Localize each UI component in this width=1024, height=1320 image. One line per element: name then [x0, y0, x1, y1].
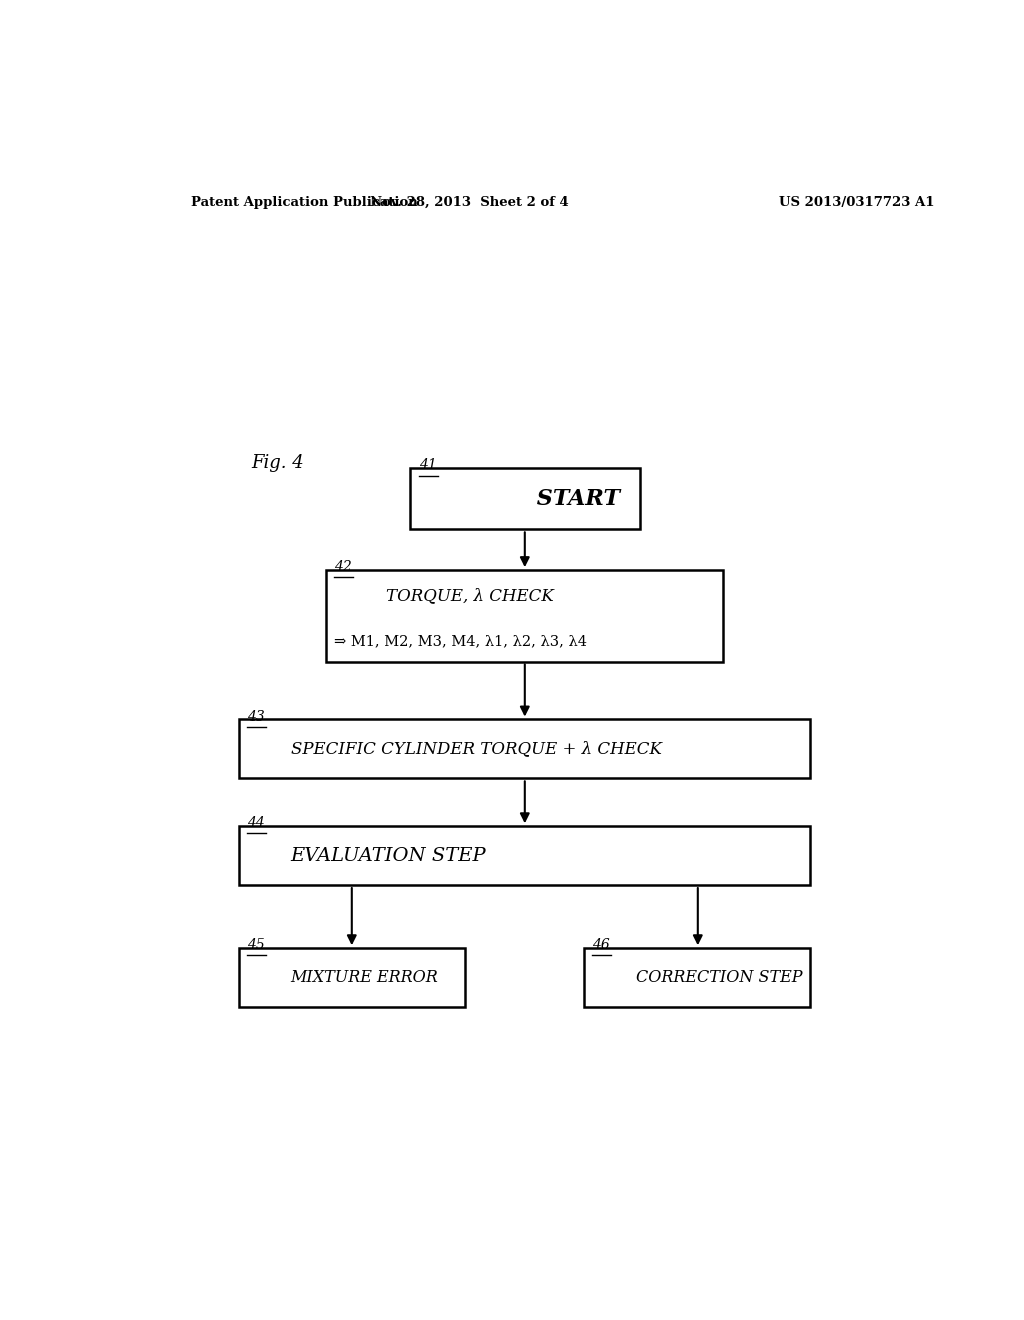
Text: US 2013/0317723 A1: US 2013/0317723 A1	[778, 195, 934, 209]
Text: EVALUATION STEP: EVALUATION STEP	[291, 846, 486, 865]
Text: 43: 43	[247, 710, 265, 723]
Text: SPECIFIC CYLINDER TORQUE + λ CHECK: SPECIFIC CYLINDER TORQUE + λ CHECK	[291, 741, 662, 758]
Text: START: START	[529, 488, 621, 510]
Text: 42: 42	[334, 560, 352, 574]
Text: 41: 41	[419, 458, 437, 473]
Text: MIXTURE ERROR: MIXTURE ERROR	[291, 969, 438, 986]
Text: 44: 44	[247, 816, 265, 830]
Text: Nov. 28, 2013  Sheet 2 of 4: Nov. 28, 2013 Sheet 2 of 4	[370, 195, 568, 209]
Bar	[585, 948, 810, 1007]
Bar	[327, 570, 723, 661]
Bar	[240, 826, 811, 886]
Bar	[240, 948, 465, 1007]
Text: 46: 46	[592, 939, 610, 952]
Text: Fig. 4: Fig. 4	[251, 454, 304, 473]
Bar	[240, 719, 811, 779]
Text: CORRECTION STEP: CORRECTION STEP	[636, 969, 803, 986]
Text: 45: 45	[247, 939, 265, 952]
Text: ⇒ M1, M2, M3, M4, λ1, λ2, λ3, λ4: ⇒ M1, M2, M3, M4, λ1, λ2, λ3, λ4	[334, 635, 588, 648]
Text: Patent Application Publication: Patent Application Publication	[191, 195, 418, 209]
Bar	[410, 469, 640, 529]
Text: TORQUE, λ CHECK: TORQUE, λ CHECK	[386, 587, 554, 605]
